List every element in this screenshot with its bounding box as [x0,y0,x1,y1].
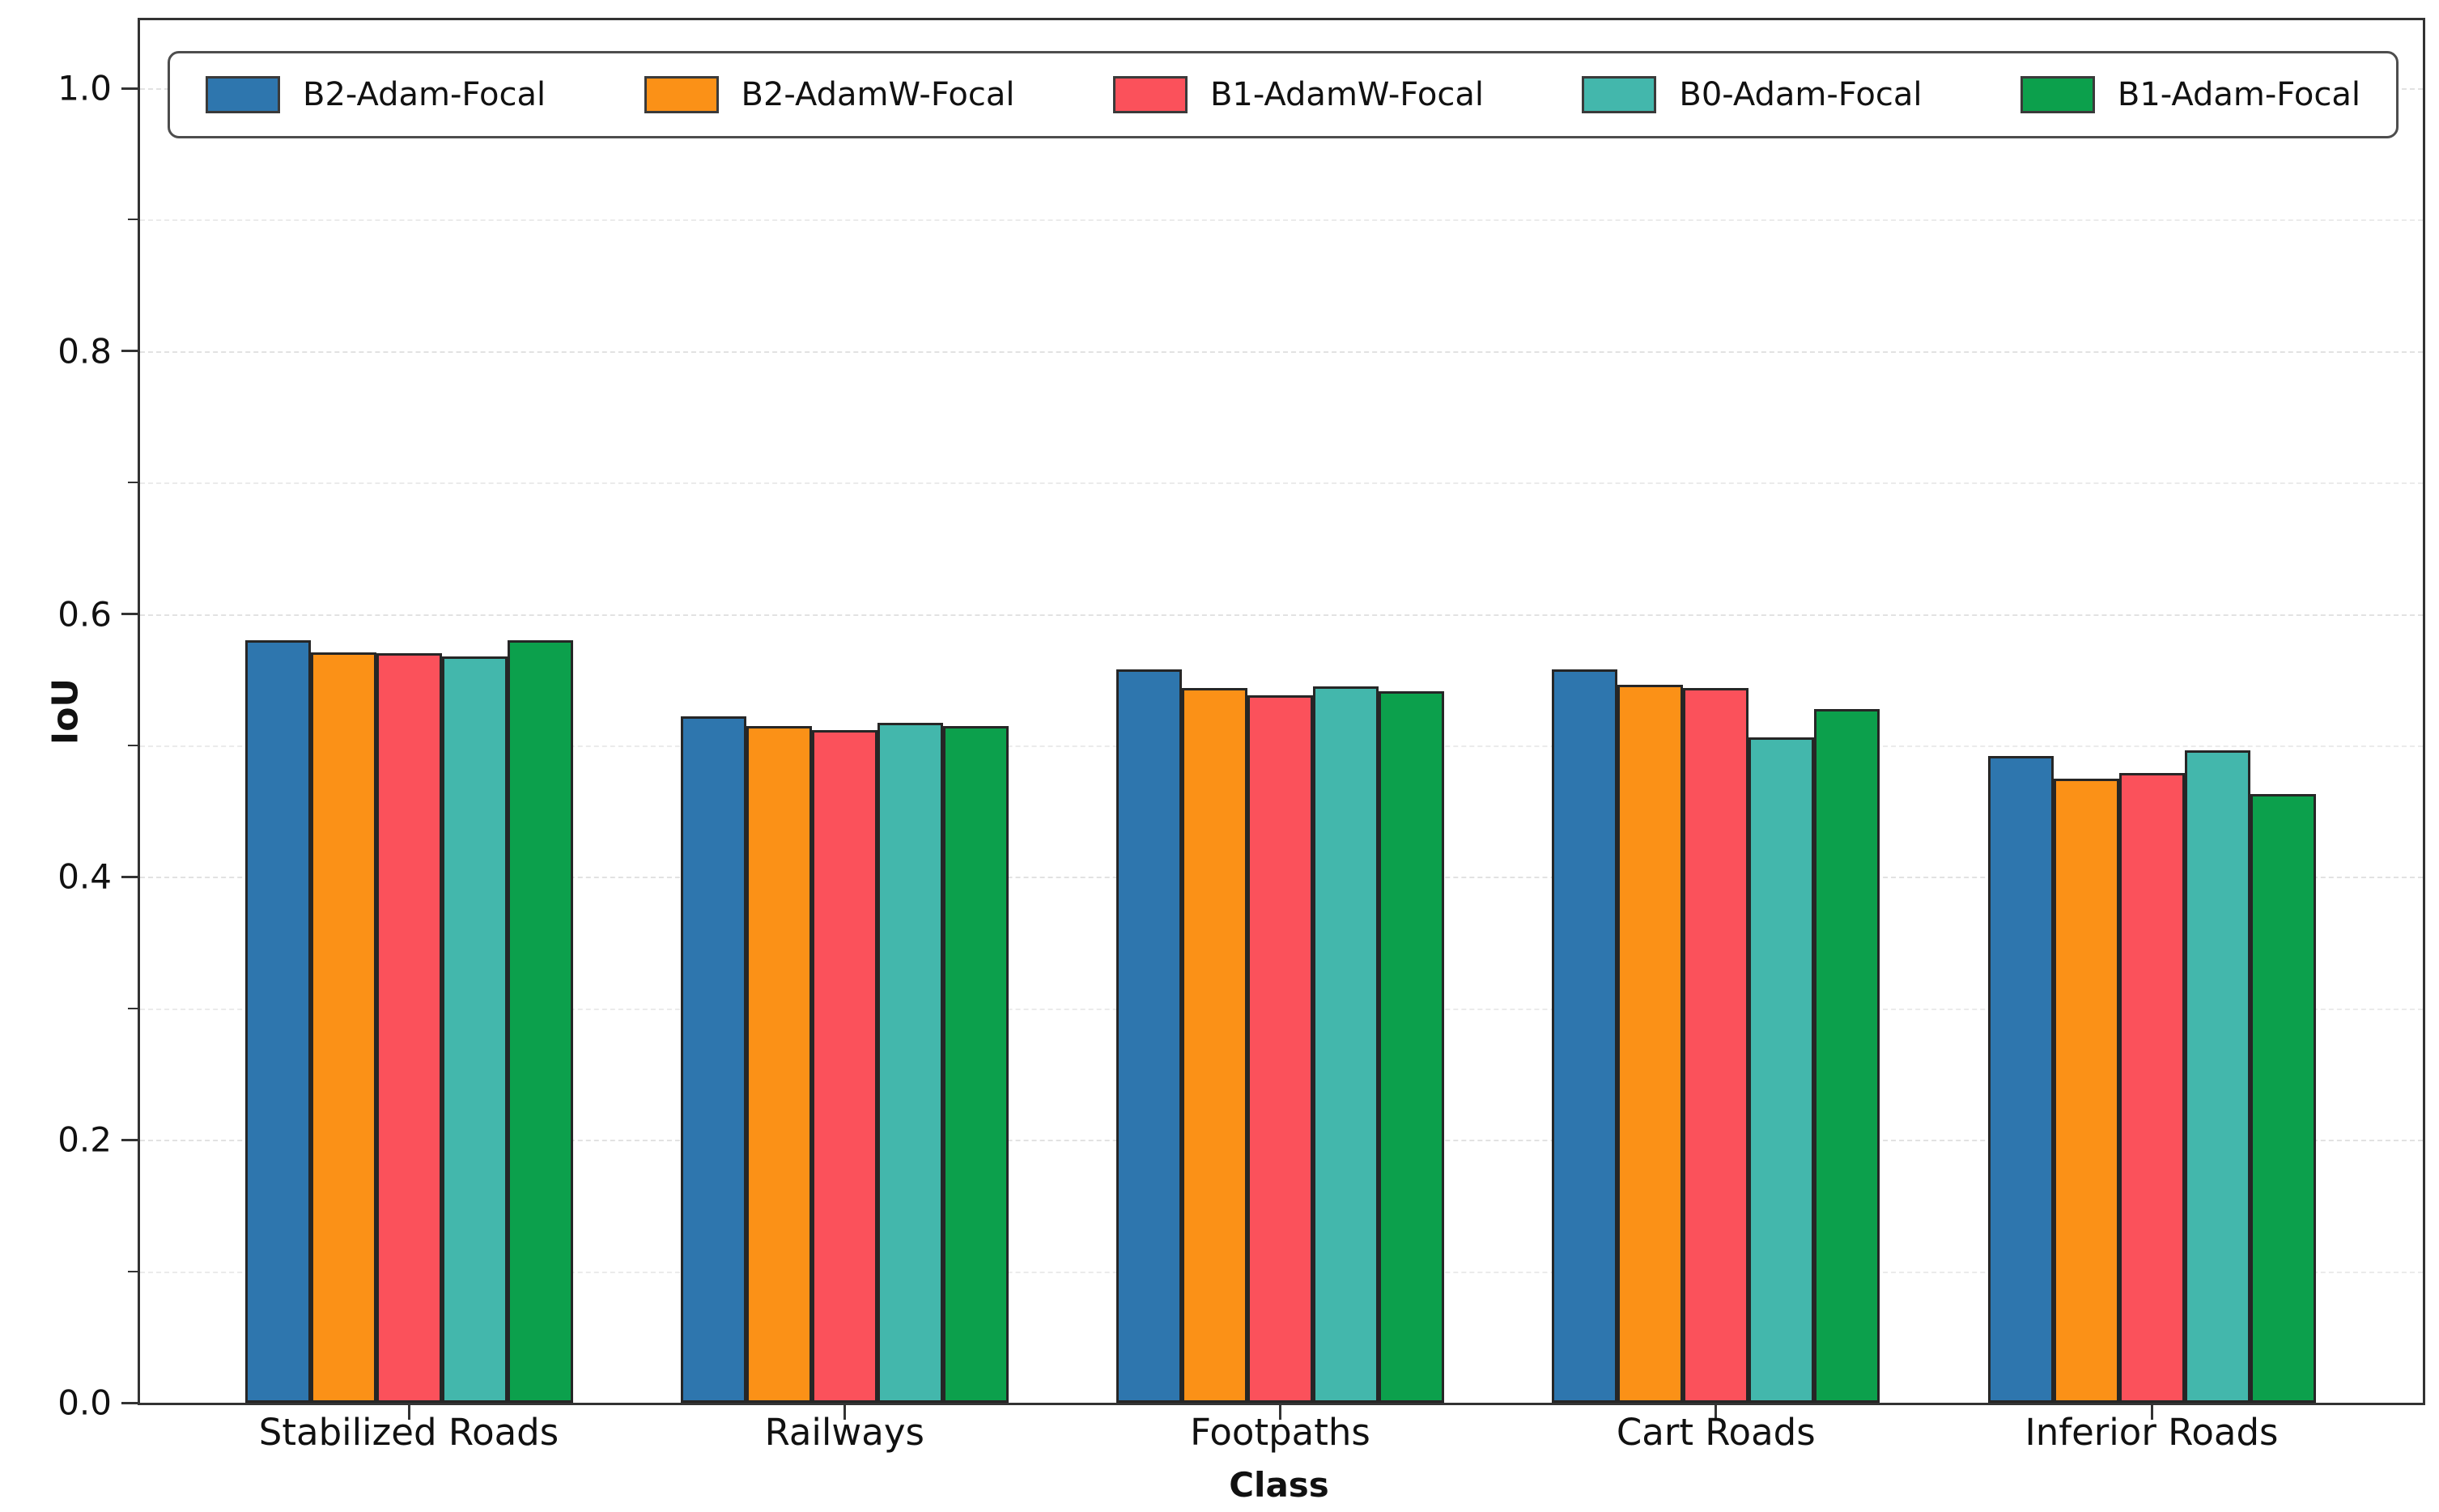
bar-b1-adamw-focal-inferior-roads [2118,773,2185,1403]
legend-item-b1-adam-focal: B1-Adam-Focal [2020,76,2360,113]
y-tick-0.8 [121,350,138,353]
bar-b1-adam-focal-railways [942,725,1009,1403]
bar-b0-adam-focal-cart-roads [1749,737,1815,1403]
y-minor-tick-0.7 [128,482,138,484]
x-tick-label-railways: Railways [764,1411,924,1454]
legend-swatch-b0-adam-focal-icon [1582,76,1657,113]
legend-item-b2-adam-focal: B2-Adam-Focal [206,76,546,113]
x-tick-footpaths [1279,1405,1281,1420]
y-tick-1.0 [121,87,138,90]
y-tick-0.2 [121,1138,138,1141]
x-tick-label-cart-roads: Cart Roads [1616,1411,1816,1454]
bar-b0-adam-focal-stabilized-roads [441,656,508,1403]
legend: B2-Adam-Focal B2-AdamW-Focal B1-AdamW-Foca… [168,51,2399,138]
bar-b2-adamw-focal-inferior-roads [2053,778,2119,1403]
bar-b1-adam-focal-inferior-roads [2250,794,2316,1403]
bar-b2-adam-focal-railways [680,716,746,1403]
y-tick-label-0.4: 0.4 [57,856,112,897]
x-tick-inferior-roads [2150,1405,2153,1420]
y-tick-0.4 [121,875,138,878]
legend-swatch-b2-adamw-focal-icon [644,76,719,113]
bar-b2-adam-focal-footpaths [1116,669,1182,1403]
y-tick-label-0.0: 0.0 [57,1382,112,1423]
y-axis-label: IoU [45,677,87,745]
legend-label-b1-adam-focal: B1-Adam-Focal [2117,76,2360,113]
bar-b2-adam-focal-inferior-roads [1987,755,2054,1403]
legend-label-b1-adamw-focal: B1-AdamW-Focal [1209,76,1484,113]
bar-b2-adam-focal-stabilized-roads [244,640,311,1403]
legend-item-b0-adam-focal: B0-Adam-Focal [1582,76,1922,113]
bar-b1-adamw-focal-railways [811,729,877,1403]
bar-b1-adam-focal-footpaths [1379,691,1444,1403]
y-minor-tick-0.3 [128,1007,138,1009]
legend-swatch-b2-adam-focal-icon [206,76,280,113]
bar-b2-adamw-focal-cart-roads [1617,685,1684,1403]
bar-b0-adam-focal-footpaths [1313,686,1379,1403]
legend-label-b2-adamw-focal: B2-AdamW-Focal [741,76,1015,113]
y-tick-label-0.8: 0.8 [57,331,112,372]
y-tick-label-0.6: 0.6 [57,594,112,635]
gridline-0.9 [140,219,2423,222]
bar-b1-adam-focal-stabilized-roads [507,640,573,1403]
y-tick-0.0 [121,1401,138,1404]
x-tick-cart-roads [1715,1405,1718,1420]
bar-b1-adam-focal-cart-roads [1814,708,1880,1403]
x-tick-label-inferior-roads: Inferior Roads [2025,1411,2279,1454]
bar-b1-adamw-focal-stabilized-roads [376,653,442,1403]
x-tick-label-footpaths: Footpaths [1190,1411,1370,1454]
legend-item-b1-adamw-focal: B1-AdamW-Focal [1112,76,1484,113]
y-minor-tick-0.5 [128,745,138,746]
bar-b1-adamw-focal-footpaths [1247,695,1313,1403]
x-tick-label-stabilized-roads: Stabilized Roads [258,1411,559,1454]
bar-b2-adamw-focal-stabilized-roads [310,652,376,1403]
legend-label-b0-adam-focal: B0-Adam-Focal [1679,76,1923,113]
bar-b2-adamw-focal-footpaths [1182,687,1247,1403]
gridline-0.7 [140,482,2423,485]
bar-b2-adamw-focal-railways [746,725,812,1403]
plot-area: IoU B2-Adam-Focal B2-AdamW-Focal B1-AdamW-… [45,18,2425,1454]
legend-swatch-b1-adam-focal-icon [2020,76,2095,113]
y-minor-tick-0.9 [128,219,138,221]
y-tick-0.6 [121,613,138,616]
x-tick-stabilized-roads [407,1405,410,1420]
bar-b2-adam-focal-cart-roads [1552,669,1618,1403]
gridline-0.6 [140,614,2423,616]
legend-item-b2-adamw-focal: B2-AdamW-Focal [644,76,1015,113]
bar-b0-adam-focal-railways [877,723,943,1403]
x-axis-label: Class [1229,1465,1329,1505]
gridline-0.8 [140,350,2423,353]
legend-swatch-b1-adamw-focal-icon [1112,76,1188,113]
bar-b1-adamw-focal-cart-roads [1683,687,1749,1403]
legend-label-b2-adam-focal: B2-Adam-Focal [303,76,546,113]
x-tick-railways [843,1405,846,1420]
bar-b0-adam-focal-inferior-roads [2184,750,2250,1403]
y-minor-tick-0.1 [128,1270,138,1272]
y-tick-label-1.0: 1.0 [57,68,112,108]
y-tick-label-0.2: 0.2 [57,1119,112,1160]
